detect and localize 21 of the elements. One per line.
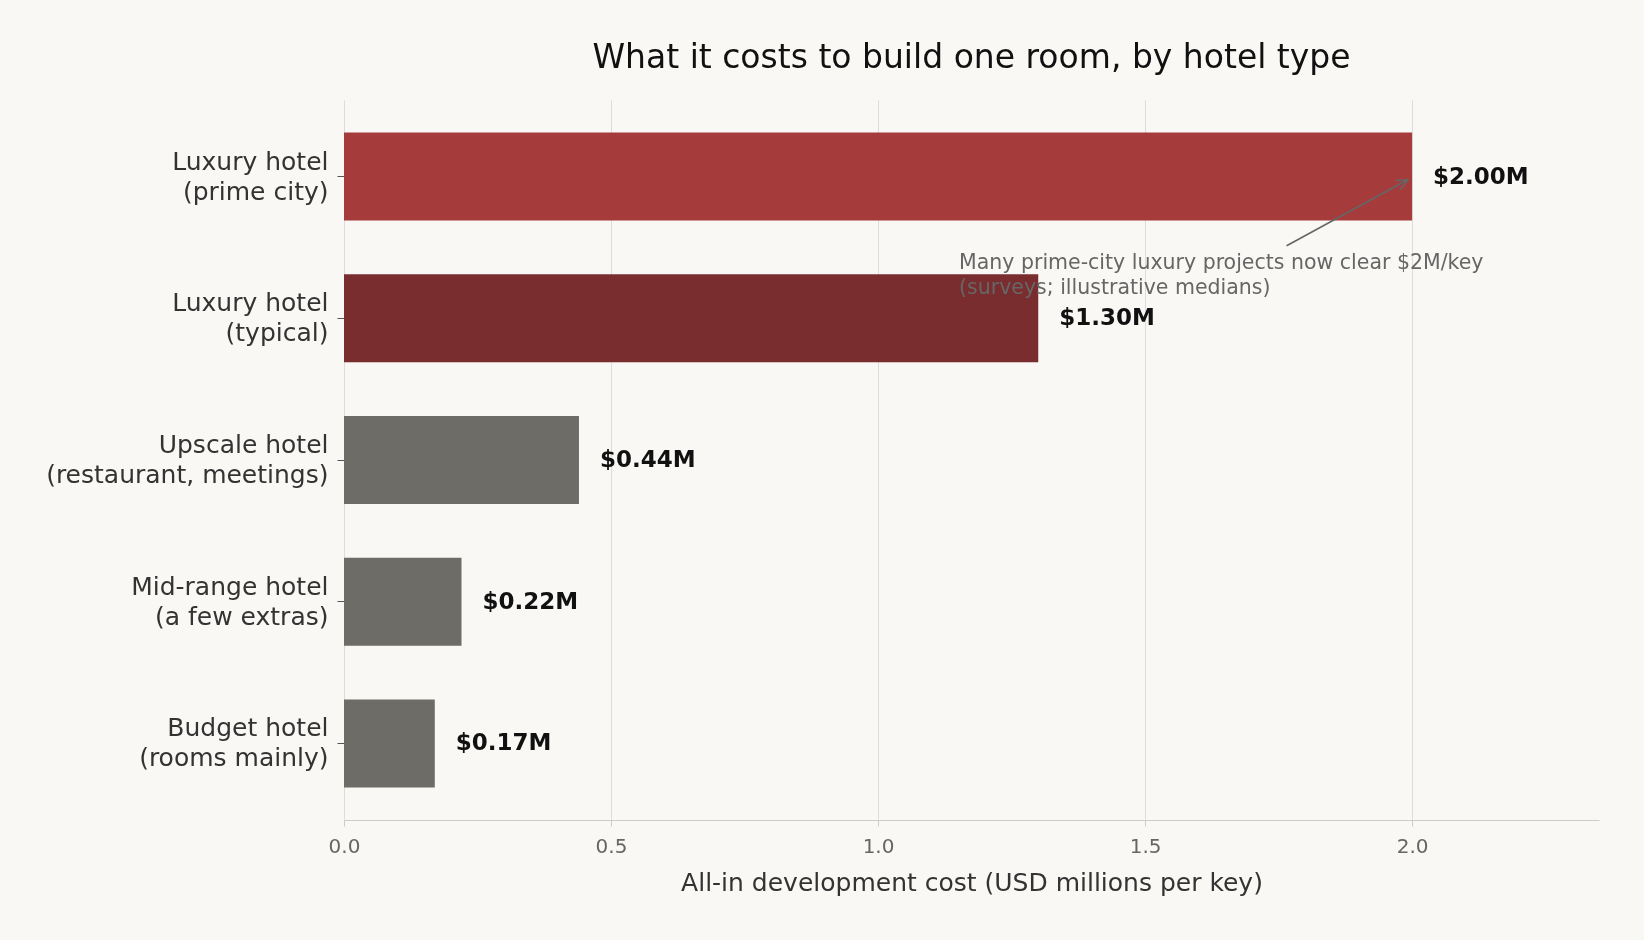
y-tick-label: Mid-range hotel (a few extras) (131, 571, 329, 631)
data-label: $0.44M (599, 446, 696, 472)
data-label: $0.17M (455, 729, 552, 756)
y-tick-label: Luxury hotel (prime city) (172, 146, 329, 206)
bar (344, 699, 435, 788)
x-tick-label: 0.5 (595, 833, 628, 858)
x-tick-label: 2.0 (1396, 833, 1429, 858)
chart-title: What it costs to build one room, by hotel type (592, 37, 1351, 76)
bar (344, 132, 1413, 221)
bar (344, 557, 462, 646)
x-tick-label: 1.0 (862, 833, 895, 858)
y-tick-label: Luxury hotel (typical) (172, 288, 329, 348)
data-label: $2.00M (1433, 162, 1529, 189)
data-label: $0.22M (482, 587, 579, 614)
y-tick-label: Upscale hotel (restaurant, meetings) (46, 430, 329, 489)
x-tick-label: 0.0 (328, 833, 361, 858)
y-tick-label: Budget hotel (rooms mainly) (139, 713, 329, 773)
bar (344, 416, 579, 504)
data-label: $1.30M (1059, 304, 1155, 331)
x-axis-title: All-in development cost (USD millions per key) (681, 867, 1263, 897)
x-tick-label: 1.5 (1129, 833, 1162, 858)
